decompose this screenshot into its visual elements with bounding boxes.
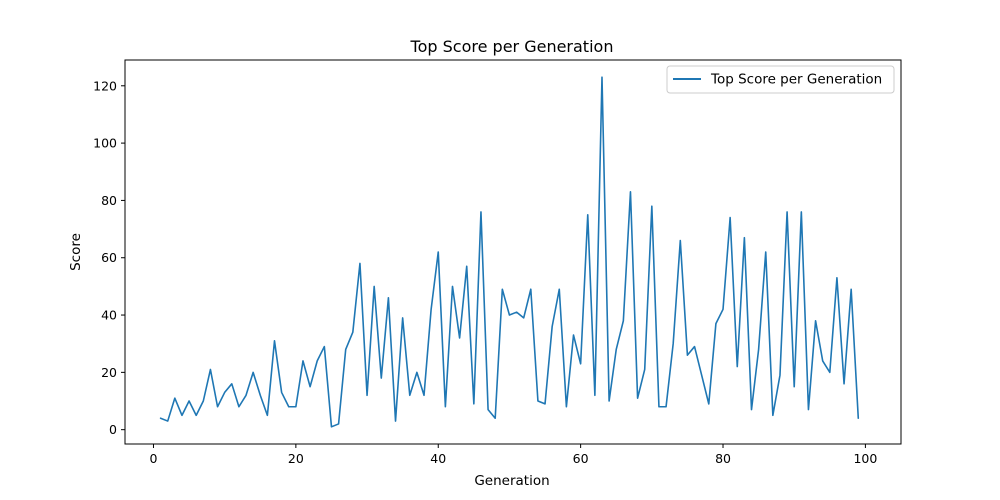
y-tick-label: 0 — [109, 422, 117, 437]
x-tick-label: 100 — [853, 451, 877, 466]
plot-area — [159, 76, 860, 428]
legend: Top Score per Generation — [666, 65, 895, 94]
x-tick-label: 80 — [715, 451, 731, 466]
legend-box — [666, 65, 895, 94]
series-line-0 — [159, 76, 860, 428]
y-tick-label: 100 — [93, 136, 117, 151]
y-tick-label: 40 — [101, 308, 117, 323]
y-tick-label: 60 — [101, 250, 117, 265]
chart-title: Top Score per Generation — [410, 37, 614, 56]
x-axis-label: Generation — [474, 473, 549, 489]
x-axis: 0 20 40 60 80 100 — [150, 444, 877, 466]
y-tick-label: 120 — [93, 78, 117, 93]
x-tick-label: 0 — [150, 451, 158, 466]
y-tick-label: 20 — [101, 365, 117, 380]
x-tick-label: 40 — [430, 451, 446, 466]
x-tick-label: 20 — [288, 451, 304, 466]
x-tick-label: 60 — [573, 451, 589, 466]
y-axis: 0 20 40 60 80 100 120 — [93, 78, 125, 437]
legend-entry: Top Score per Generation — [710, 72, 882, 88]
y-axis-label: Score — [68, 233, 84, 271]
axes-frame — [124, 59, 902, 445]
y-tick-label: 80 — [101, 193, 117, 208]
